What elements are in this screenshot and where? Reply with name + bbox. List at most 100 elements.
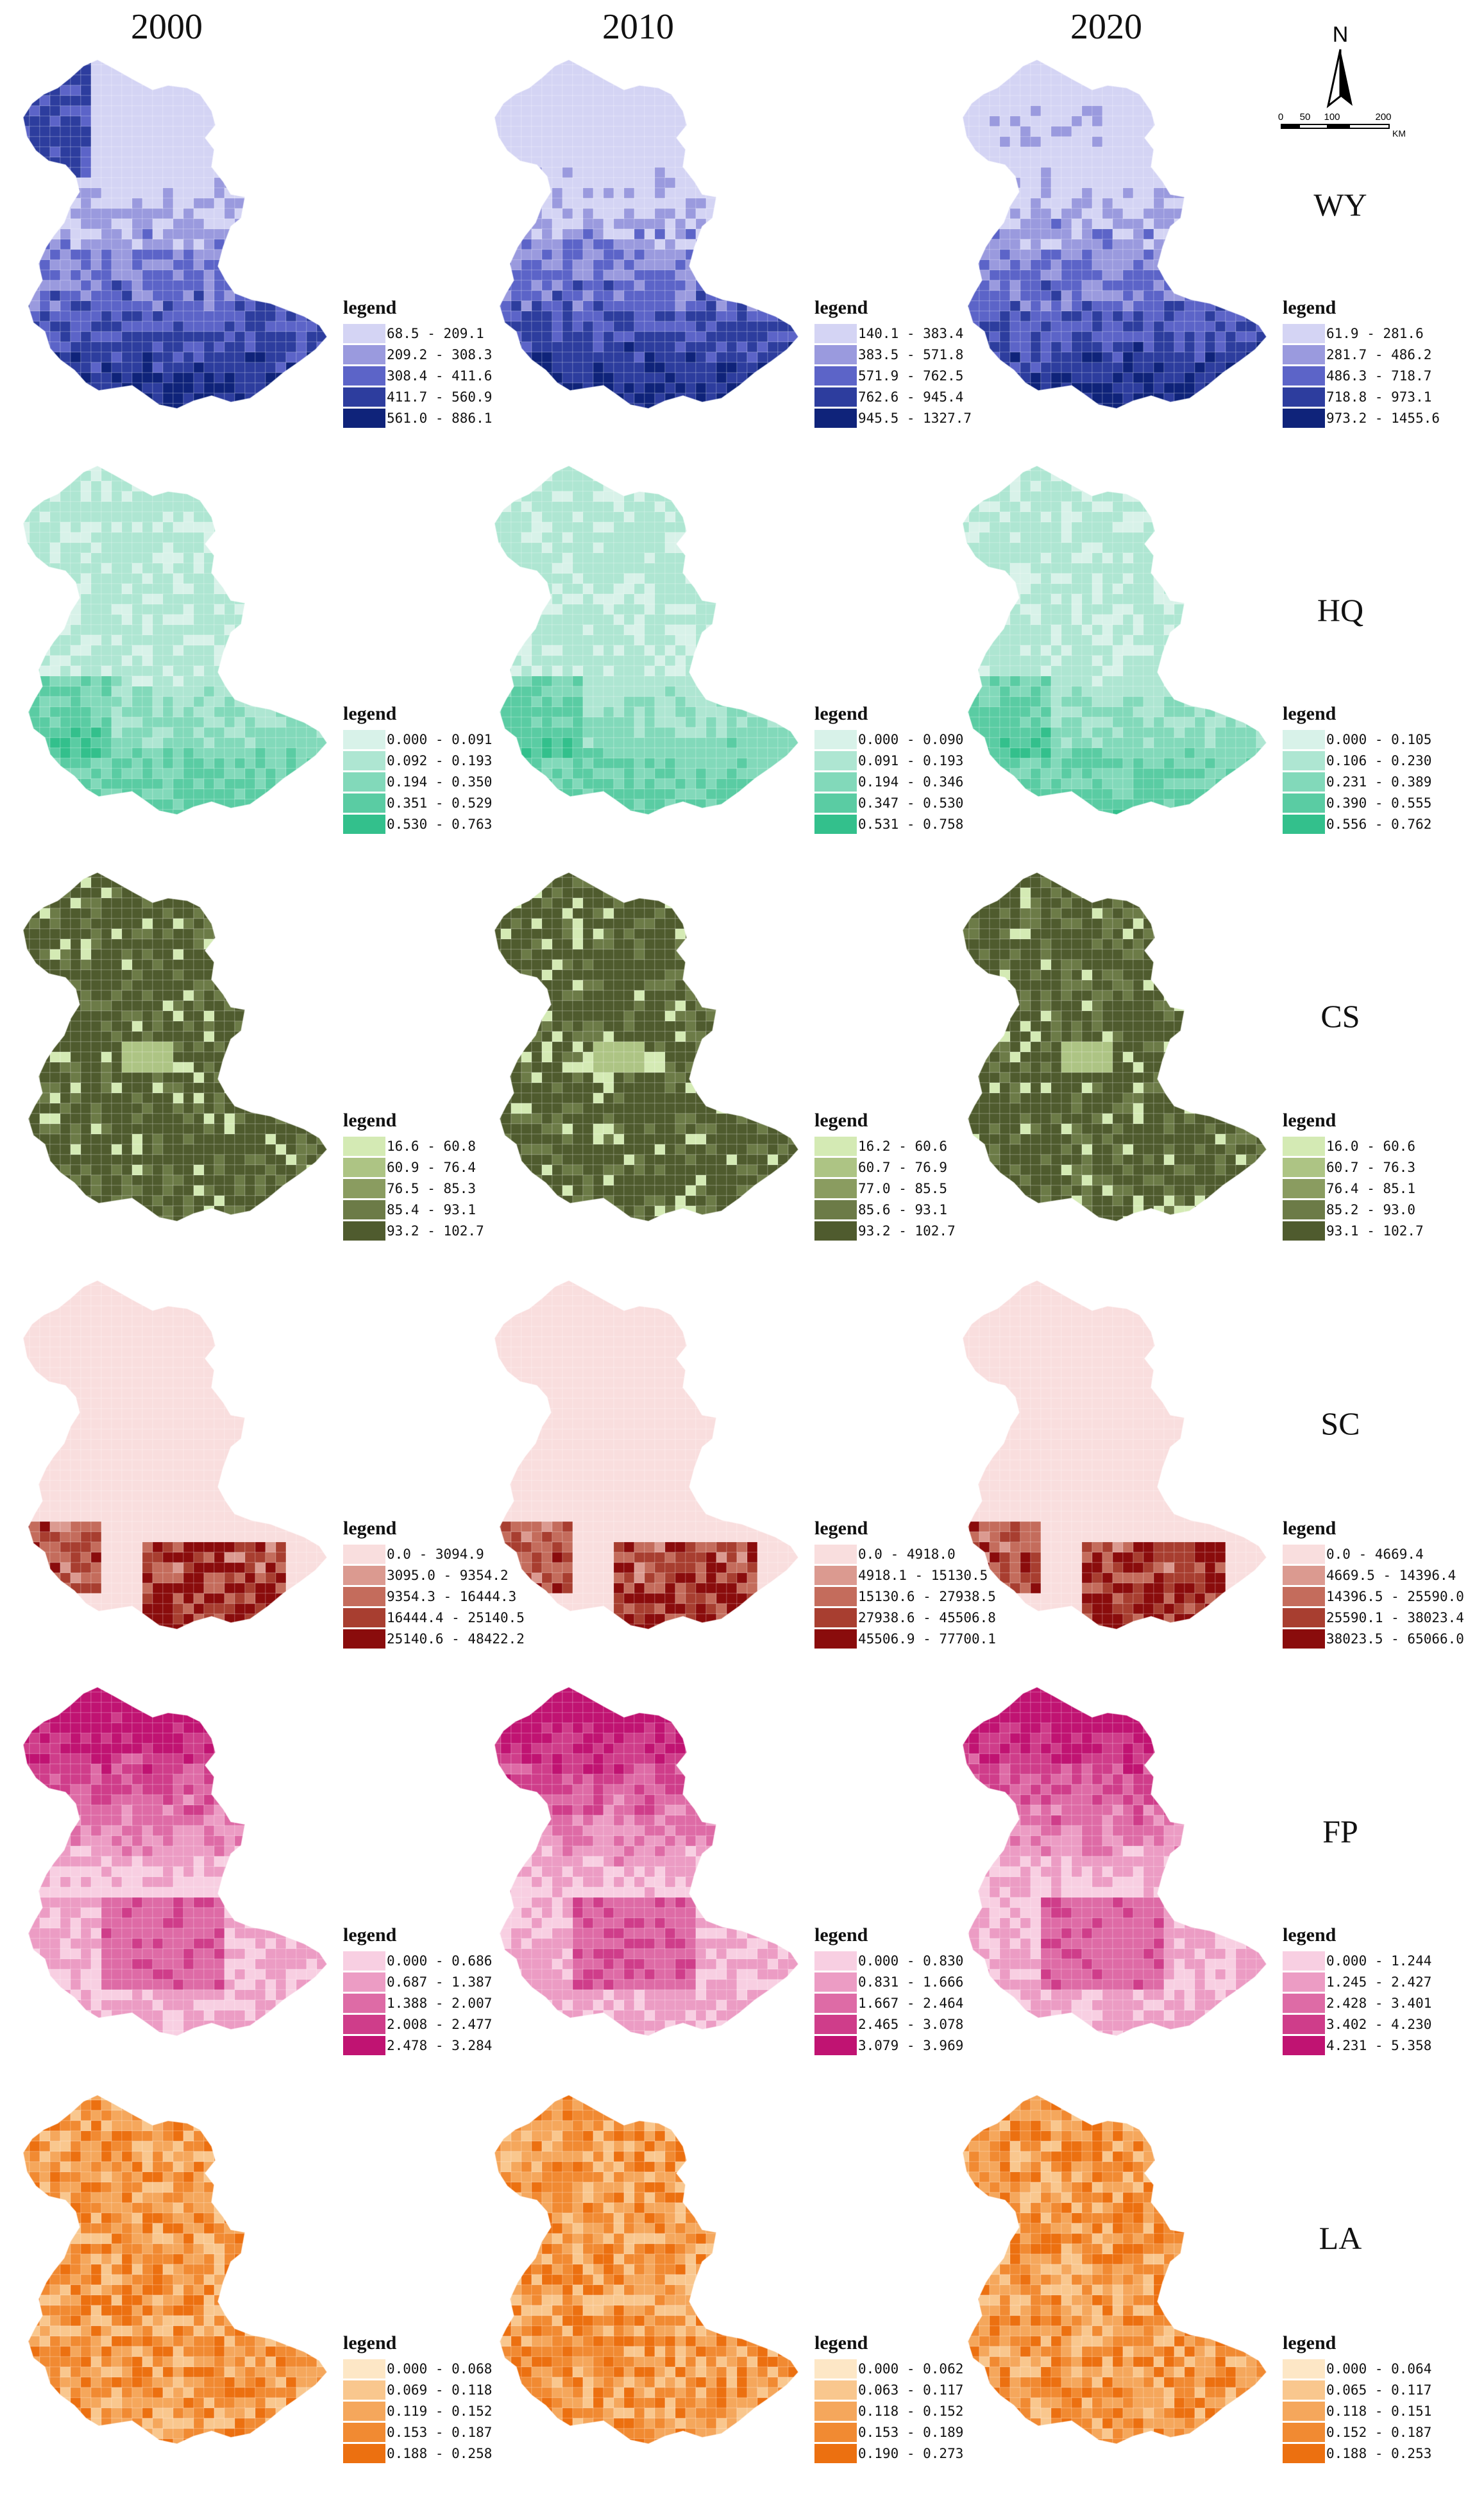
legend-title: legend	[1283, 1110, 1469, 1132]
legend-item: 0.065 - 0.117	[1283, 2379, 1469, 2400]
legend-swatch	[1283, 2035, 1325, 2055]
legend-swatch	[814, 344, 857, 364]
legend-range-label: 16.6 - 60.8	[387, 1139, 476, 1154]
legend-range-label: 85.6 - 93.1	[858, 1202, 947, 1217]
legend-swatch	[343, 1972, 385, 1992]
legend-swatch	[814, 2035, 857, 2055]
svg-text:200: 200	[1375, 112, 1391, 123]
legend-swatch	[814, 1200, 857, 1219]
legend-item: 0.194 - 0.350	[343, 771, 529, 792]
year-header-2000: 2000	[71, 6, 263, 47]
legend-range-label: 0.0 - 4918.0	[858, 1547, 956, 1562]
legend-title: legend	[814, 1110, 1000, 1132]
legend-range-label: 486.3 - 718.7	[1326, 368, 1431, 384]
legend-swatch	[814, 1951, 857, 1971]
legend-item: 3095.0 - 9354.2	[343, 1565, 529, 1586]
legend-range-label: 4918.1 - 15130.5	[858, 1568, 988, 1583]
legend-swatch	[343, 366, 385, 386]
legend-swatch	[814, 1607, 857, 1627]
legend-range-label: 16.0 - 60.6	[1326, 1139, 1415, 1154]
legend-range-label: 0.190 - 0.273	[858, 2446, 963, 2461]
legend-swatch	[1283, 2380, 1325, 2400]
legend-swatch	[1283, 1200, 1325, 1219]
legend-item: 60.7 - 76.3	[1283, 1157, 1469, 1178]
legend-cs-2010: legend 16.2 - 60.6 60.7 - 76.9 77.0 - 85.5 8…	[814, 1110, 1000, 1241]
legend-title: legend	[343, 1518, 529, 1539]
legend-range-label: 0.231 - 0.389	[1326, 774, 1431, 790]
legend-item: 762.6 - 945.4	[814, 386, 1000, 407]
legend-range-label: 25590.1 - 38023.4	[1326, 1610, 1464, 1625]
legend-range-label: 76.5 - 85.3	[387, 1181, 476, 1196]
legend-swatch	[1283, 1972, 1325, 1992]
legend-title: legend	[343, 1110, 529, 1132]
legend-range-label: 0.194 - 0.350	[387, 774, 492, 790]
legend-swatch	[1283, 2443, 1325, 2463]
row-label-fp: FP	[1289, 1813, 1392, 1850]
legend-la-2020: legend 0.000 - 0.064 0.065 - 0.117 0.118 - …	[1283, 2332, 1469, 2464]
legend-swatch	[343, 2422, 385, 2442]
legend-swatch	[343, 2014, 385, 2034]
legend-swatch	[1283, 344, 1325, 364]
legend-swatch	[1283, 814, 1325, 834]
legend-item: 0.153 - 0.189	[814, 2421, 1000, 2443]
legend-swatch	[1283, 1993, 1325, 2013]
map-cs-2010	[491, 867, 811, 1226]
map-sc-2010	[491, 1275, 811, 1634]
legend-fp-2020: legend 0.000 - 1.244 1.245 - 2.427 2.428 - …	[1283, 1924, 1469, 2056]
legend-range-label: 61.9 - 281.6	[1326, 326, 1424, 341]
legend-range-label: 9354.3 - 16444.3	[387, 1589, 516, 1604]
legend-item: 93.1 - 102.7	[1283, 1220, 1469, 1241]
legend-item: 60.9 - 76.4	[343, 1157, 529, 1178]
legend-swatch	[814, 2014, 857, 2034]
legend-swatch	[343, 1951, 385, 1971]
legend-item: 0.092 - 0.193	[343, 750, 529, 771]
legend-range-label: 4.231 - 5.358	[1326, 2038, 1431, 2053]
legend-range-label: 1.388 - 2.007	[387, 1996, 492, 2011]
legend-range-label: 0.000 - 0.090	[858, 732, 963, 747]
legend-swatch	[814, 1993, 857, 2013]
legend-range-label: 281.7 - 486.2	[1326, 347, 1431, 362]
legend-swatch	[1283, 1951, 1325, 1971]
legend-wy-2020: legend 61.9 - 281.6 281.7 - 486.2 486.3 - 7…	[1283, 297, 1469, 428]
legend-swatch	[1283, 408, 1325, 428]
legend-swatch	[814, 729, 857, 749]
legend-range-label: 0.687 - 1.387	[387, 1974, 492, 1990]
legend-item: 0.531 - 0.758	[814, 813, 1000, 835]
legend-swatch	[1283, 2422, 1325, 2442]
map-wy-2000	[19, 55, 340, 414]
legend-item: 2.008 - 2.477	[343, 2014, 529, 2035]
legend-item: 0.188 - 0.258	[343, 2443, 529, 2464]
map-hq-2020	[959, 461, 1279, 820]
legend-swatch	[343, 750, 385, 770]
legend-item: 2.465 - 3.078	[814, 2014, 1000, 2035]
legend-item: 2.428 - 3.401	[1283, 1992, 1469, 2014]
map-la-2000	[19, 2090, 340, 2449]
legend-range-label: 0.106 - 0.230	[1326, 753, 1431, 768]
legend-range-label: 0.556 - 0.762	[1326, 817, 1431, 832]
legend-swatch	[1283, 1221, 1325, 1241]
legend-range-label: 76.4 - 85.1	[1326, 1181, 1415, 1196]
legend-item: 0.000 - 0.091	[343, 729, 529, 750]
legend-range-label: 411.7 - 560.9	[387, 389, 492, 405]
legend-item: 38023.5 - 65066.0	[1283, 1628, 1469, 1649]
legend-hq-2000: legend 0.000 - 0.091 0.092 - 0.193 0.194 - …	[343, 703, 529, 835]
legend-item: 1.667 - 2.464	[814, 1992, 1000, 2014]
legend-cs-2000: legend 16.6 - 60.8 60.9 - 76.4 76.5 - 85.3 8…	[343, 1110, 529, 1241]
legend-range-label: 209.2 - 308.3	[387, 347, 492, 362]
legend-swatch	[814, 772, 857, 792]
legend-item: 0.091 - 0.193	[814, 750, 1000, 771]
legend-sc-2000: legend 0.0 - 3094.9 3095.0 - 9354.2 9354.3 …	[343, 1518, 529, 1649]
legend-item: 0.000 - 0.090	[814, 729, 1000, 750]
legend-range-label: 38023.5 - 65066.0	[1326, 1631, 1464, 1647]
legend-item: 0.188 - 0.253	[1283, 2443, 1469, 2464]
legend-item: 209.2 - 308.3	[343, 344, 529, 365]
legend-range-label: 0.194 - 0.346	[858, 774, 963, 790]
map-la-2020	[959, 2090, 1279, 2449]
legend-swatch	[814, 2401, 857, 2421]
legend-swatch	[814, 1136, 857, 1156]
legend-swatch	[1283, 366, 1325, 386]
legend-swatch	[814, 1157, 857, 1177]
legend-item: 0.351 - 0.529	[343, 792, 529, 813]
legend-item: 25140.6 - 48422.2	[343, 1628, 529, 1649]
legend-item: 0.106 - 0.230	[1283, 750, 1469, 771]
